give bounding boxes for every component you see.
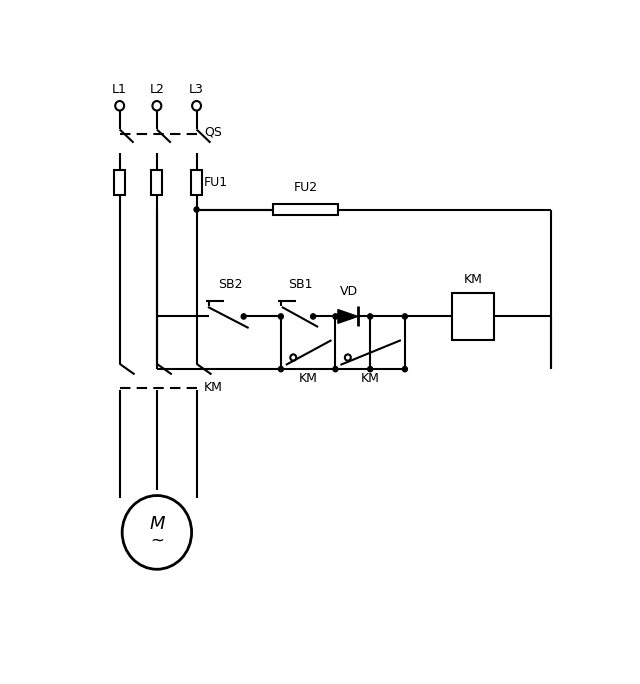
Text: KM: KM xyxy=(361,372,380,385)
Text: QS: QS xyxy=(204,126,222,139)
Text: ~: ~ xyxy=(150,531,164,549)
Circle shape xyxy=(367,314,372,319)
Bar xyxy=(114,170,125,196)
Circle shape xyxy=(403,367,408,372)
Circle shape xyxy=(333,367,338,372)
Text: L2: L2 xyxy=(150,83,164,96)
Text: FU1: FU1 xyxy=(204,176,228,189)
Text: VD: VD xyxy=(340,285,358,298)
Text: KM: KM xyxy=(204,381,223,394)
Text: L1: L1 xyxy=(112,83,127,96)
Text: L3: L3 xyxy=(189,83,204,96)
Circle shape xyxy=(403,314,408,319)
Text: KM: KM xyxy=(463,274,483,287)
Text: SB2: SB2 xyxy=(218,278,243,291)
Circle shape xyxy=(278,314,284,319)
Circle shape xyxy=(278,367,284,372)
Circle shape xyxy=(241,314,246,319)
Bar xyxy=(152,170,163,196)
Circle shape xyxy=(367,367,372,372)
Circle shape xyxy=(194,207,199,212)
Circle shape xyxy=(333,314,338,319)
Text: SB1: SB1 xyxy=(289,278,313,291)
Bar xyxy=(452,293,494,340)
Text: M: M xyxy=(149,516,164,534)
Text: KM: KM xyxy=(299,372,317,385)
Bar xyxy=(273,204,338,215)
Bar xyxy=(191,170,202,196)
Polygon shape xyxy=(338,310,358,324)
Circle shape xyxy=(310,314,316,319)
Text: FU2: FU2 xyxy=(294,181,317,194)
